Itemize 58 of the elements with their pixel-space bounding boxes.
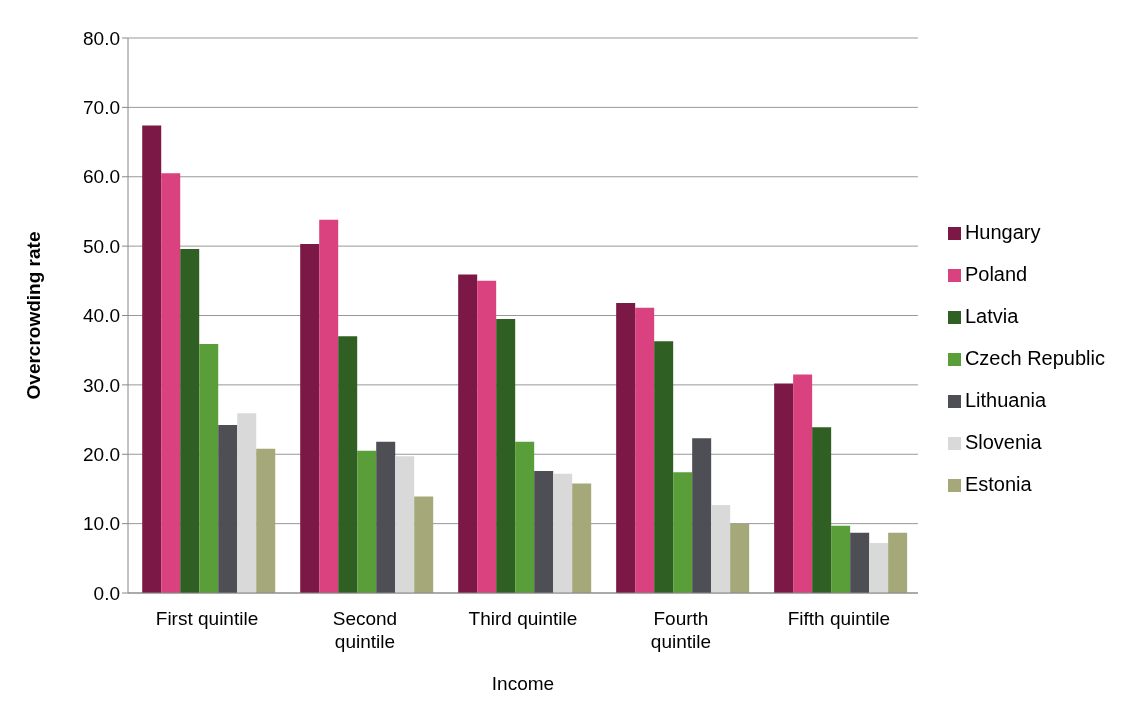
- bar: [831, 525, 851, 593]
- bar: [142, 125, 162, 593]
- bar: [300, 244, 320, 593]
- x-tick-label: Second quintile: [332, 608, 398, 652]
- bar: [218, 425, 238, 593]
- bar: [888, 532, 908, 593]
- y-axis-title: Overcrowding rate: [22, 231, 44, 400]
- x-tick-label: Fifth quintile: [787, 608, 891, 629]
- bar: [376, 441, 396, 593]
- bar: [692, 438, 712, 593]
- legend-label: Latvia: [964, 305, 1019, 327]
- bar: [338, 336, 358, 593]
- y-tick-label: 60.0: [83, 166, 120, 188]
- bar: [161, 173, 181, 593]
- bar: [793, 374, 813, 593]
- bar: [458, 274, 478, 593]
- y-tick-label: 0.0: [93, 582, 120, 604]
- bar: [496, 318, 516, 593]
- bar: [414, 496, 434, 593]
- bar: [850, 532, 870, 593]
- x-tick-label: First quintile: [155, 608, 259, 629]
- y-tick-label: 30.0: [83, 374, 120, 396]
- bar: [616, 303, 636, 593]
- bar: [357, 450, 377, 593]
- bar: [256, 448, 276, 593]
- bar: [711, 504, 731, 593]
- bar: [199, 343, 219, 593]
- y-tick-label: 20.0: [83, 443, 120, 465]
- y-tick-label: 80.0: [83, 27, 120, 49]
- legend-label: Poland: [964, 263, 1028, 285]
- legend-label: Hungary: [964, 221, 1041, 243]
- bar: [515, 441, 535, 593]
- y-tick-label: 40.0: [83, 305, 120, 327]
- legend-label: Czech Republic: [964, 347, 1105, 369]
- bar: [635, 307, 655, 593]
- bar: [812, 427, 832, 593]
- x-tick-label: Third quintile: [468, 608, 578, 629]
- bar: [180, 248, 200, 593]
- bar: [572, 483, 592, 593]
- bar: [477, 280, 497, 593]
- bar: [730, 523, 750, 593]
- bar: [553, 473, 573, 593]
- y-tick-label: 10.0: [83, 513, 120, 535]
- bar: [395, 456, 415, 593]
- bar: [673, 472, 693, 593]
- bar: [869, 543, 889, 593]
- bar: [319, 219, 339, 593]
- legend-label: Estonia: [964, 473, 1032, 495]
- bar: [534, 470, 554, 593]
- y-tick-label: 50.0: [83, 235, 120, 257]
- y-tick-label: 70.0: [83, 97, 120, 119]
- legend-label: Slovenia: [964, 431, 1042, 453]
- x-tick-label: Fourth quintile: [650, 608, 712, 652]
- legend-label: Lithuania: [964, 389, 1047, 411]
- bar: [237, 413, 257, 593]
- bar: [774, 383, 794, 593]
- x-axis-title: Income: [491, 673, 555, 694]
- bar: [654, 341, 674, 593]
